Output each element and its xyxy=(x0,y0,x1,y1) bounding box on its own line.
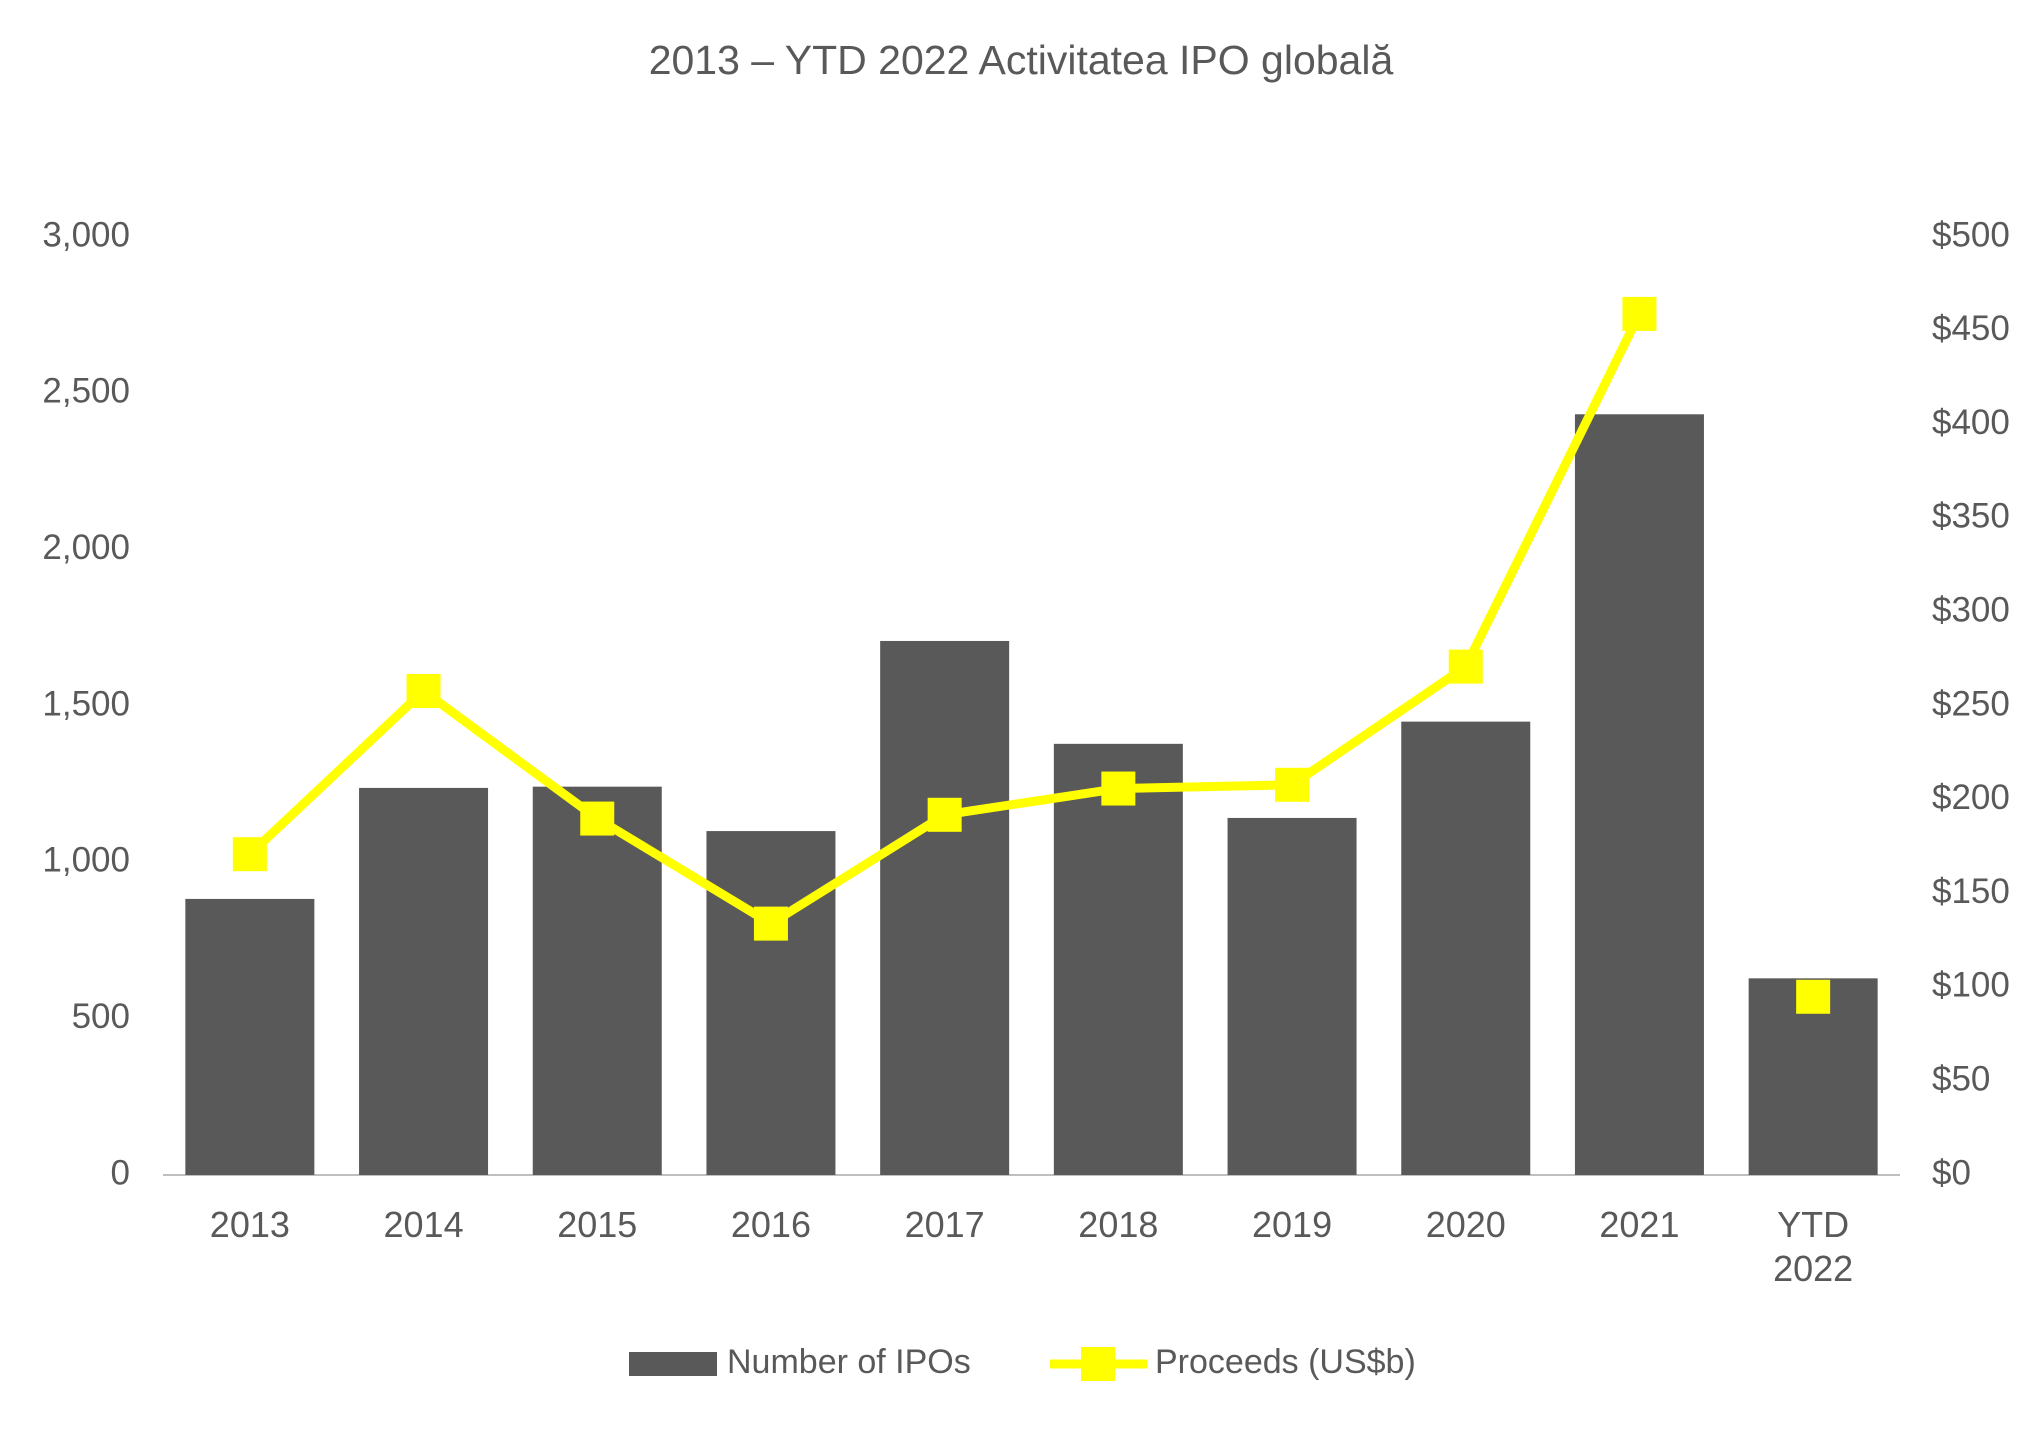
y2-tick-label: $0 xyxy=(1932,1153,1971,1192)
x-tick-label: 2018 xyxy=(1078,1204,1159,1245)
x-tick-label: 2015 xyxy=(557,1204,638,1245)
x-tick-label: 2013 xyxy=(209,1204,290,1245)
y2-tick-label: $350 xyxy=(1932,497,2010,536)
x-tick-label: 2020 xyxy=(1425,1204,1506,1245)
line-marker xyxy=(1101,771,1136,806)
bar xyxy=(185,898,315,1175)
bar xyxy=(532,786,662,1175)
y-tick-label: 1,000 xyxy=(42,841,130,880)
line-marker xyxy=(580,801,615,836)
line-marker xyxy=(1448,649,1483,684)
bar xyxy=(1574,414,1704,1176)
chart-title: 2013 – YTD 2022 Activitatea IPO globală xyxy=(649,37,1394,83)
y2-tick-label: $450 xyxy=(1932,309,2010,348)
bar xyxy=(1401,721,1531,1175)
x-tick-label: 2017 xyxy=(904,1204,985,1245)
y-tick-label: 2,500 xyxy=(42,372,130,411)
y2-tick-label: $500 xyxy=(1932,215,2010,254)
y2-tick-label: $300 xyxy=(1932,590,2010,629)
x-tick-label: 2021 xyxy=(1599,1204,1680,1245)
legend-label: Number of IPOs xyxy=(727,1343,971,1381)
legend-marker xyxy=(1081,1347,1115,1381)
y2-tick-label: $250 xyxy=(1932,684,2010,723)
y2-tick-label: $200 xyxy=(1932,778,2010,817)
y-tick-label: 2,000 xyxy=(42,528,130,567)
line-marker xyxy=(1275,767,1310,802)
line-marker xyxy=(232,837,267,872)
legend-swatch xyxy=(629,1352,717,1376)
y-tick-label: 0 xyxy=(111,1153,130,1192)
y-tick-label: 1,500 xyxy=(42,684,130,723)
bar xyxy=(880,640,1010,1175)
y2-tick-label: $400 xyxy=(1932,403,2010,442)
bar xyxy=(1053,743,1183,1175)
x-tick-label: 2019 xyxy=(1252,1204,1333,1245)
y2-tick-label: $50 xyxy=(1932,1059,1990,1098)
y-tick-label: 3,000 xyxy=(42,215,130,254)
bar xyxy=(359,787,489,1175)
bar xyxy=(706,831,836,1175)
line-marker xyxy=(753,906,788,941)
legend-label: Proceeds (US$b) xyxy=(1155,1343,1416,1381)
bar xyxy=(1227,817,1357,1175)
y2-tick-label: $100 xyxy=(1932,966,2010,1005)
line-marker xyxy=(927,797,962,832)
x-tick-label: 2014 xyxy=(383,1204,464,1245)
x-tick-label: YTD 2022 xyxy=(1773,1204,1854,1289)
y2-tick-label: $150 xyxy=(1932,872,2010,911)
x-tick-label: 2016 xyxy=(730,1204,811,1245)
line-marker xyxy=(406,673,441,708)
y-tick-label: 500 xyxy=(72,997,130,1036)
line-marker xyxy=(1796,979,1831,1014)
line-marker xyxy=(1622,296,1657,331)
